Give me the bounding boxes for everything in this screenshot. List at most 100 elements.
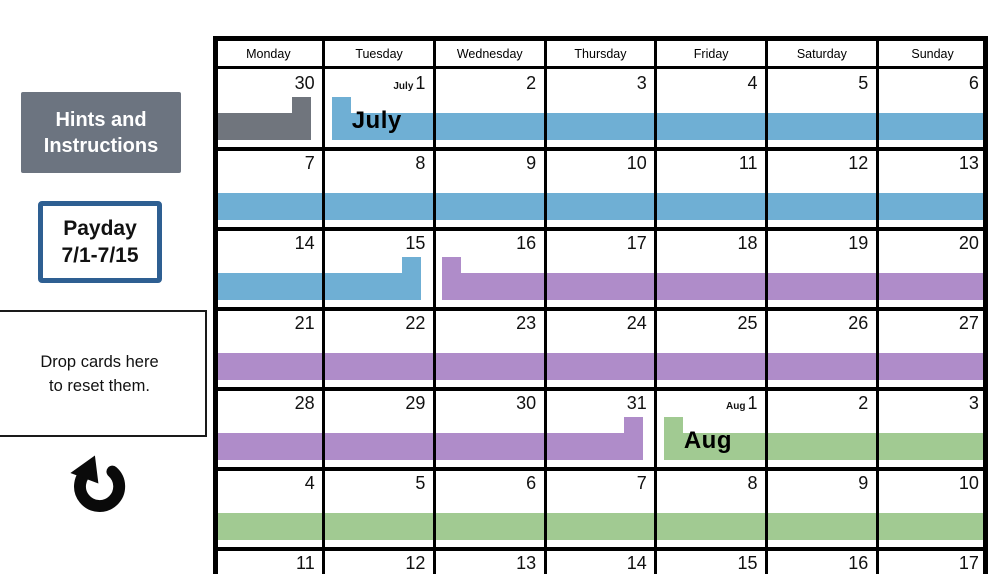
- day-cell[interactable]: 30: [434, 389, 545, 469]
- payday-title: Payday: [63, 217, 137, 240]
- date-number: 31: [626, 393, 647, 413]
- day-header-friday: Friday: [693, 47, 729, 61]
- day-cell[interactable]: 16: [434, 229, 545, 309]
- day-cell[interactable]: 15: [656, 549, 767, 574]
- date-number: 27: [958, 313, 979, 333]
- day-cell[interactable]: 18: [656, 229, 767, 309]
- week-row: 21 22 23 24 25 26 27: [213, 309, 988, 389]
- day-cell[interactable]: 4: [213, 469, 324, 549]
- date-number: 7: [304, 153, 315, 173]
- card-body: [213, 273, 422, 300]
- date-number: 13: [516, 553, 537, 573]
- date-number: 23: [516, 313, 537, 333]
- day-cell[interactable]: 7: [213, 149, 324, 229]
- month-label: Aug: [683, 427, 732, 454]
- card-body: [331, 113, 988, 140]
- day-cell[interactable]: 13: [434, 549, 545, 574]
- day-header-wednesday: Wednesday: [456, 47, 523, 61]
- pay-period-card[interactable]: [213, 497, 988, 541]
- hints-instructions-button[interactable]: Hints and Instructions: [21, 92, 181, 173]
- day-cell[interactable]: 4: [656, 69, 767, 149]
- day-cell[interactable]: 14: [545, 549, 656, 574]
- day-cell[interactable]: 2: [434, 69, 545, 149]
- calendar: Monday Tuesday Wednesday Thursday Friday Satu…: [213, 36, 988, 574]
- pay-period-card[interactable]: [442, 257, 988, 301]
- day-cell[interactable]: 28: [213, 389, 324, 469]
- pay-period-card[interactable]: Aug: [663, 417, 988, 461]
- date-number: 14: [626, 553, 647, 573]
- day-cell[interactable]: 16: [767, 549, 878, 574]
- day-cell[interactable]: 22: [324, 309, 435, 389]
- day-cell[interactable]: 19: [767, 229, 878, 309]
- day-cell[interactable]: 5: [767, 69, 878, 149]
- day-cell[interactable]: 17: [545, 229, 656, 309]
- reset-drop-zone[interactable]: Drop cards here to reset them.: [0, 310, 207, 437]
- day-cell[interactable]: 6: [434, 469, 545, 549]
- day-cell[interactable]: 21: [213, 309, 324, 389]
- day-cell[interactable]: 31: [545, 389, 656, 469]
- day-cell[interactable]: 10: [877, 469, 988, 549]
- day-cell[interactable]: 5: [324, 469, 435, 549]
- day-cell[interactable]: 24: [545, 309, 656, 389]
- pay-period-card[interactable]: [213, 177, 988, 221]
- day-cell[interactable]: 29: [324, 389, 435, 469]
- date-number: 3: [636, 73, 647, 93]
- day-cell[interactable]: 11: [656, 149, 767, 229]
- day-cell[interactable]: 17: [877, 549, 988, 574]
- day-cell[interactable]: 20: [877, 229, 988, 309]
- day-cell[interactable]: 3: [545, 69, 656, 149]
- date-number: 7: [636, 473, 647, 493]
- date-number: 10: [958, 473, 979, 493]
- date-number: 8: [747, 473, 758, 493]
- day-cell[interactable]: 30: [213, 69, 324, 149]
- date-number: 16: [848, 553, 869, 573]
- card-body: [213, 433, 643, 460]
- day-cell[interactable]: 14: [213, 229, 324, 309]
- day-cell[interactable]: 10: [545, 149, 656, 229]
- date-number: 17: [958, 553, 979, 573]
- day-cell[interactable]: 9: [767, 469, 878, 549]
- payday-draggable-card[interactable]: Payday 7/1-7/15: [38, 201, 162, 283]
- day-cell[interactable]: 12: [324, 549, 435, 574]
- hints-line-1: Hints and: [55, 108, 147, 131]
- undo-reset-button[interactable]: [62, 446, 132, 528]
- day-cell[interactable]: 13: [877, 149, 988, 229]
- day-cell[interactable]: 23: [434, 309, 545, 389]
- date-number: 30: [294, 73, 315, 93]
- date-number: 28: [294, 393, 315, 413]
- day-cell[interactable]: 12: [767, 149, 878, 229]
- day-cell[interactable]: 7: [545, 469, 656, 549]
- day-cell[interactable]: 27: [877, 309, 988, 389]
- drop-zone-line-2: to reset them.: [49, 376, 150, 395]
- day-cell[interactable]: 6: [877, 69, 988, 149]
- pay-period-card[interactable]: [213, 417, 643, 461]
- date-number: 24: [626, 313, 647, 333]
- day-cell[interactable]: July 1: [324, 69, 435, 149]
- pay-period-card[interactable]: July: [331, 97, 988, 141]
- date-number: 9: [526, 153, 537, 173]
- day-cell[interactable]: Aug 1: [656, 389, 767, 469]
- date-number: 4: [747, 73, 758, 93]
- pay-period-card[interactable]: [213, 337, 988, 381]
- pay-period-card[interactable]: [213, 257, 422, 301]
- date-number: 9: [858, 473, 869, 493]
- day-cell[interactable]: 26: [767, 309, 878, 389]
- date-number: 17: [626, 233, 647, 253]
- week-row: 4 5 6 7 8 9 10: [213, 469, 988, 549]
- day-cell[interactable]: 11: [213, 549, 324, 574]
- date-number: 22: [405, 313, 426, 333]
- date-number: 15: [737, 553, 758, 573]
- card-start-tab: [331, 97, 351, 114]
- day-cell[interactable]: 15: [324, 229, 435, 309]
- day-cell[interactable]: 2: [767, 389, 878, 469]
- day-cell[interactable]: 8: [324, 149, 435, 229]
- day-cell[interactable]: 8: [656, 469, 767, 549]
- day-cell[interactable]: 9: [434, 149, 545, 229]
- day-cell[interactable]: 3: [877, 389, 988, 469]
- day-cell[interactable]: 25: [656, 309, 767, 389]
- date-number: 1: [415, 73, 426, 93]
- card-body: [213, 193, 988, 220]
- pay-period-card[interactable]: [213, 97, 311, 141]
- date-number: 25: [737, 313, 758, 333]
- month-mini-label: July: [393, 81, 414, 92]
